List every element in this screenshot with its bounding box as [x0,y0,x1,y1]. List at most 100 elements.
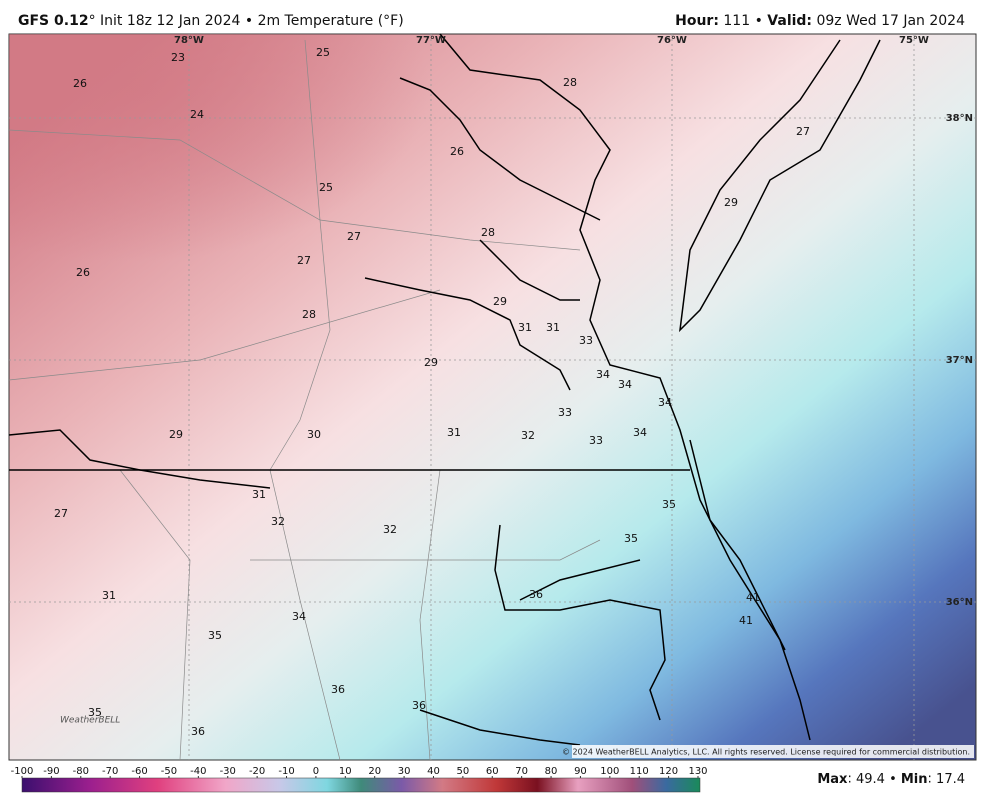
colorbar-tick-label: -60 [131,766,147,777]
station-value: 25 [319,181,333,194]
hour-label: Hour: [675,13,719,29]
station-value: 29 [169,428,183,441]
lon-label: 77°W [416,35,446,46]
model: GFS 0.12 [18,13,89,29]
station-value: 34 [618,378,632,391]
lat-label: 37°N [946,355,973,366]
station-value: 29 [724,196,738,209]
station-value: 34 [292,610,306,623]
product: 2m Temperature (°F) [258,13,404,29]
logo: WeatherBELL [60,716,120,726]
station-value: 41 [746,591,760,604]
valid: 09z Wed 17 Jan 2024 [816,13,965,29]
colorbar-tick-label: -40 [190,766,206,777]
lon-label: 78°W [174,35,204,46]
station-value: 31 [518,321,532,334]
station-value: 33 [589,434,603,447]
station-value: 36 [529,588,543,601]
colorbar-ramp [21,777,701,793]
colorbar: -100 -90 -80 -70 -60 -50 -40 -30 -20 -10 0 10 20 30 40… [11,766,708,793]
colorbar-tick-label: -90 [43,766,59,777]
max-min: Max: 49.4 • Min: 17.4 [817,772,965,787]
colorbar-tick-label: 80 [545,766,558,777]
colorbar-tick-label: 10 [339,766,352,777]
station-value: 30 [307,428,321,441]
station-value: 31 [252,488,266,501]
station-value: 32 [521,429,535,442]
station-value: 29 [424,356,438,369]
colorbar-tick-label: 120 [659,766,678,777]
station-value: 31 [102,589,116,602]
station-value: 32 [383,523,397,536]
station-value: 27 [297,254,311,267]
sep: • [889,772,897,787]
colorbar-tick-label: -50 [161,766,177,777]
colorbar-tick-label: 110 [630,766,649,777]
lon-label: 76°W [657,35,687,46]
colorbar-tick-label: -30 [220,766,236,777]
station-value: 28 [563,76,577,89]
station-value: 31 [447,426,461,439]
graticule [9,34,976,760]
station-value: 36 [412,699,426,712]
warm-shade [9,34,609,384]
counties [8,39,601,761]
colorbar-tick-label: 0 [313,766,319,777]
station-value: 23 [171,51,185,64]
colorbar-tick-label: -20 [249,766,265,777]
station-value: 27 [796,125,810,138]
station-value: 35 [624,532,638,545]
station-value: 26 [76,266,90,279]
station-value: 28 [481,226,495,239]
header-left: GFS 0.12° Init 18z 12 Jan 2024 • 2m Temp… [18,13,404,29]
station-value: 31 [546,321,560,334]
sep: • [755,13,763,29]
station-value: 27 [347,230,361,243]
station-value: 34 [596,368,610,381]
sep: • [245,13,253,29]
colorbar-tick-label: -100 [11,766,34,777]
colorbar-tick-label: 60 [486,766,499,777]
colorbar-tick-label: -70 [102,766,118,777]
station-value: 29 [493,295,507,308]
max: 49.4 [856,772,885,787]
colorbar-tick-label: 100 [600,766,619,777]
coastlines [8,33,881,746]
station-value: 25 [316,46,330,59]
station-value: 35 [208,629,222,642]
max-label: Max [817,772,848,787]
copyright: © 2024 WeatherBELL Analytics, LLC. All r… [562,748,970,757]
copyright-bg [572,745,974,758]
colorbar-tick-label: -80 [73,766,89,777]
station-value: 32 [271,515,285,528]
valid-label: Valid: [767,13,812,29]
lon-label: 75°W [899,35,929,46]
colorbar-tick-label: 130 [688,766,707,777]
station-value: 34 [658,396,672,409]
hour: 111 [723,13,750,29]
colorbar-tick-label: -10 [278,766,294,777]
header-right: Hour: 111 • Valid: 09z Wed 17 Jan 2024 [675,13,965,29]
colorbar-tick-label: 70 [515,766,528,777]
station-value: 33 [558,406,572,419]
map: WeatherBELL © 2024 WeatherBELL Analytics… [8,33,977,761]
colorbar-tick-label: 50 [457,766,470,777]
station-value: 26 [450,145,464,158]
station-value: 27 [54,507,68,520]
station-value: 26 [73,77,87,90]
run: ° Init 18z 12 Jan 2024 [89,13,241,29]
station-value: 35 [88,706,102,719]
station-value: 36 [191,725,205,738]
min: 17.4 [936,772,965,787]
colorbar-tick-label: 40 [427,766,440,777]
lat-label: 38°N [946,113,973,124]
station-value: 36 [331,683,345,696]
station-value: 34 [633,426,647,439]
min-label: Min [901,772,928,787]
colorbar-tick-label: 30 [398,766,411,777]
station-value: 33 [579,334,593,347]
colorbar-tick-label: 20 [368,766,381,777]
station-value: 35 [662,498,676,511]
station-value: 41 [739,614,753,627]
